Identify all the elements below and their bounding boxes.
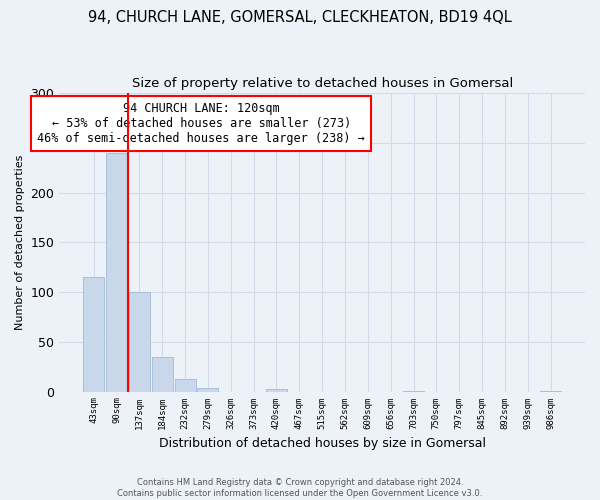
Bar bbox=[106, 153, 127, 392]
Y-axis label: Number of detached properties: Number of detached properties bbox=[15, 154, 25, 330]
Bar bbox=[129, 292, 150, 392]
Text: Contains HM Land Registry data © Crown copyright and database right 2024.
Contai: Contains HM Land Registry data © Crown c… bbox=[118, 478, 482, 498]
Bar bbox=[266, 388, 287, 392]
Bar bbox=[403, 390, 424, 392]
Text: 94 CHURCH LANE: 120sqm
← 53% of detached houses are smaller (273)
46% of semi-de: 94 CHURCH LANE: 120sqm ← 53% of detached… bbox=[37, 102, 365, 145]
X-axis label: Distribution of detached houses by size in Gomersal: Distribution of detached houses by size … bbox=[158, 437, 485, 450]
Bar bbox=[175, 378, 196, 392]
Bar bbox=[540, 390, 561, 392]
Bar bbox=[197, 388, 218, 392]
Bar bbox=[152, 356, 173, 392]
Title: Size of property relative to detached houses in Gomersal: Size of property relative to detached ho… bbox=[131, 78, 513, 90]
Bar bbox=[83, 277, 104, 392]
Text: 94, CHURCH LANE, GOMERSAL, CLECKHEATON, BD19 4QL: 94, CHURCH LANE, GOMERSAL, CLECKHEATON, … bbox=[88, 10, 512, 25]
